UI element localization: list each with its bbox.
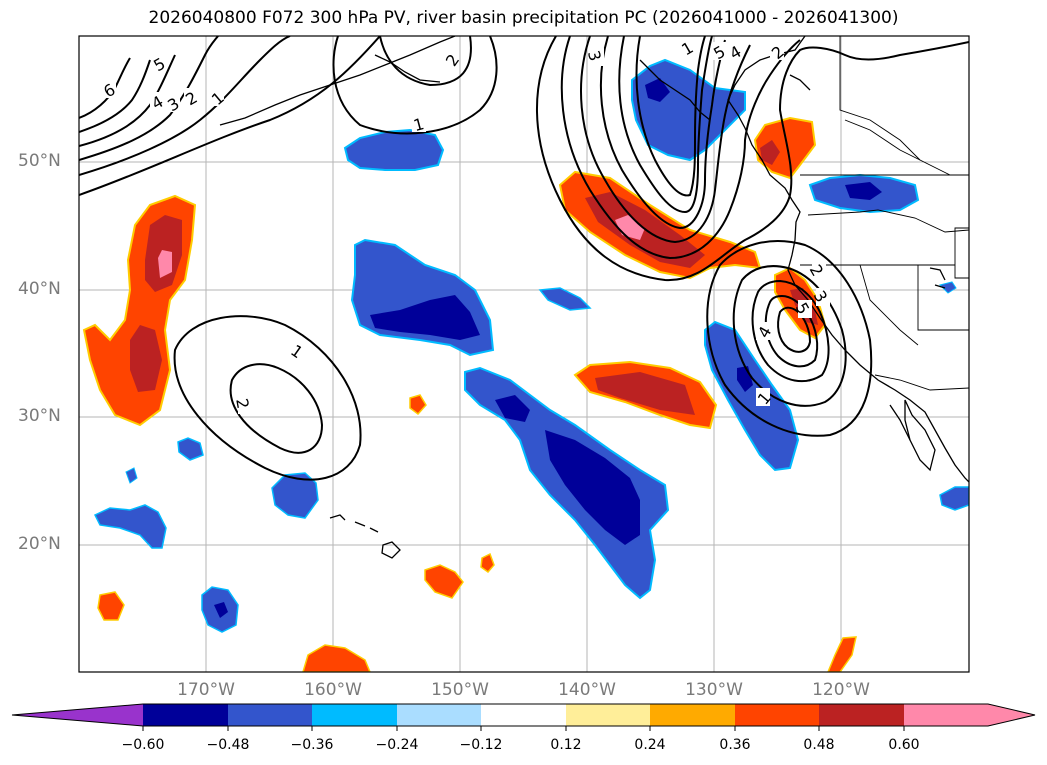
contour-alaska-1 [332, 36, 498, 135]
colorbar-segment [143, 704, 228, 726]
colorbar-segment [312, 704, 397, 726]
colorbar-max-extension [988, 704, 1035, 726]
colorbar-tick-label: 0.24 [634, 737, 666, 753]
colorbar-tick-label: −0.48 [206, 737, 250, 753]
lon-label: 130°W [685, 680, 743, 700]
colorbar-segment [397, 704, 481, 726]
contour-low-1 [173, 315, 362, 481]
colorbar [11, 703, 1036, 731]
colorbar-tick-label: −0.60 [121, 737, 165, 753]
colorbar-segment [735, 704, 819, 726]
contour-label: 2 [232, 397, 252, 410]
colorbar-tick-label: 0.36 [719, 737, 751, 753]
lat-label: 50°N [18, 151, 61, 171]
colorbar-min-extension [12, 704, 143, 726]
hawaii [329, 514, 401, 559]
contour-trough-1 [536, 36, 969, 282]
lon-label: 150°W [431, 680, 489, 700]
lon-label: 170°W [177, 680, 235, 700]
colorbar-tick-label: −0.12 [459, 737, 503, 753]
contour-cutoff-1 [706, 240, 873, 437]
map-area: 6 5 4 3 2 1 2 1 3 5 4 2 1 2 [79, 36, 969, 672]
colorbar-segment [481, 704, 566, 726]
political-borders [800, 36, 969, 391]
lon-label: 160°W [304, 680, 362, 700]
colorbar-segment [566, 704, 650, 726]
negative-pc-regions [93, 58, 969, 633]
contour-label: 3 [584, 48, 605, 63]
contour-label: 1 [411, 114, 426, 135]
map-title: 2026040800 F072 300 hPa PV, river basin … [148, 8, 899, 28]
contour-west-1 [79, 36, 381, 196]
colorbar-tick-label: −0.24 [375, 737, 419, 753]
colorbar-segment [650, 704, 735, 726]
colorbar-tick-label: 0.12 [550, 737, 582, 753]
colorbar-tick-label: 0.48 [803, 737, 835, 753]
lon-label: 140°W [558, 680, 616, 700]
lat-label: 40°N [18, 279, 61, 299]
lat-label: 30°N [18, 406, 61, 426]
colorbar-tick-label: 0.60 [888, 737, 920, 753]
aleutian-arc [219, 36, 456, 126]
map-frame [78, 35, 970, 673]
lat-label: 20°N [18, 534, 61, 554]
negative-blob-coast [704, 320, 800, 472]
colorbar-segment [228, 704, 312, 726]
colorbar-segment [819, 704, 904, 726]
colorbar-tick-label: −0.36 [290, 737, 334, 753]
colorbar-segment [904, 704, 988, 726]
pv-contours [79, 36, 969, 481]
contour-labels: 6 5 4 3 2 1 2 1 3 5 4 2 1 2 [100, 38, 831, 414]
lon-label: 120°W [812, 680, 870, 700]
